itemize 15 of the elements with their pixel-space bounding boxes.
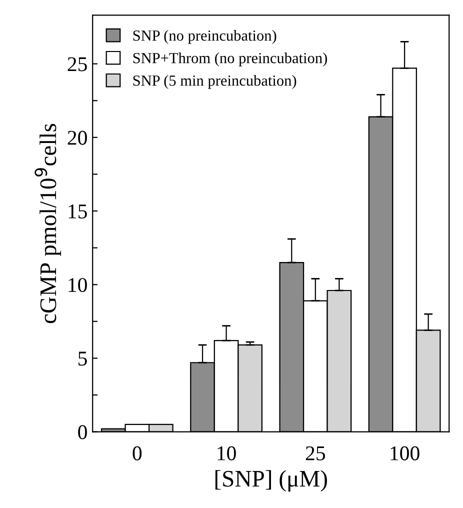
x-tick-label: 25 xyxy=(306,446,326,460)
x-tick-label: 0 xyxy=(132,446,142,460)
legend-label: SNP (5 min preincubation) xyxy=(133,75,296,89)
x-axis-title: [SNP] (μM) xyxy=(215,470,327,492)
y-tick-label: 10 xyxy=(68,278,87,292)
legend-label: SNP+Throm (no preincubation) xyxy=(133,52,327,66)
y-tick-label: 15 xyxy=(68,204,87,218)
x-tick-label: 100 xyxy=(390,446,420,460)
y-tick-label: 20 xyxy=(68,130,87,145)
y-tick-label: 5 xyxy=(78,352,87,366)
legend-label: SNP (no preincubation) xyxy=(133,30,276,44)
x-tick-label: 10 xyxy=(218,446,236,460)
y-tick-label: 25 xyxy=(68,57,87,72)
y-tick-label: 0 xyxy=(78,425,87,440)
y-axis-title: cGMP pmol/10$^{9}$cells xyxy=(34,124,62,324)
